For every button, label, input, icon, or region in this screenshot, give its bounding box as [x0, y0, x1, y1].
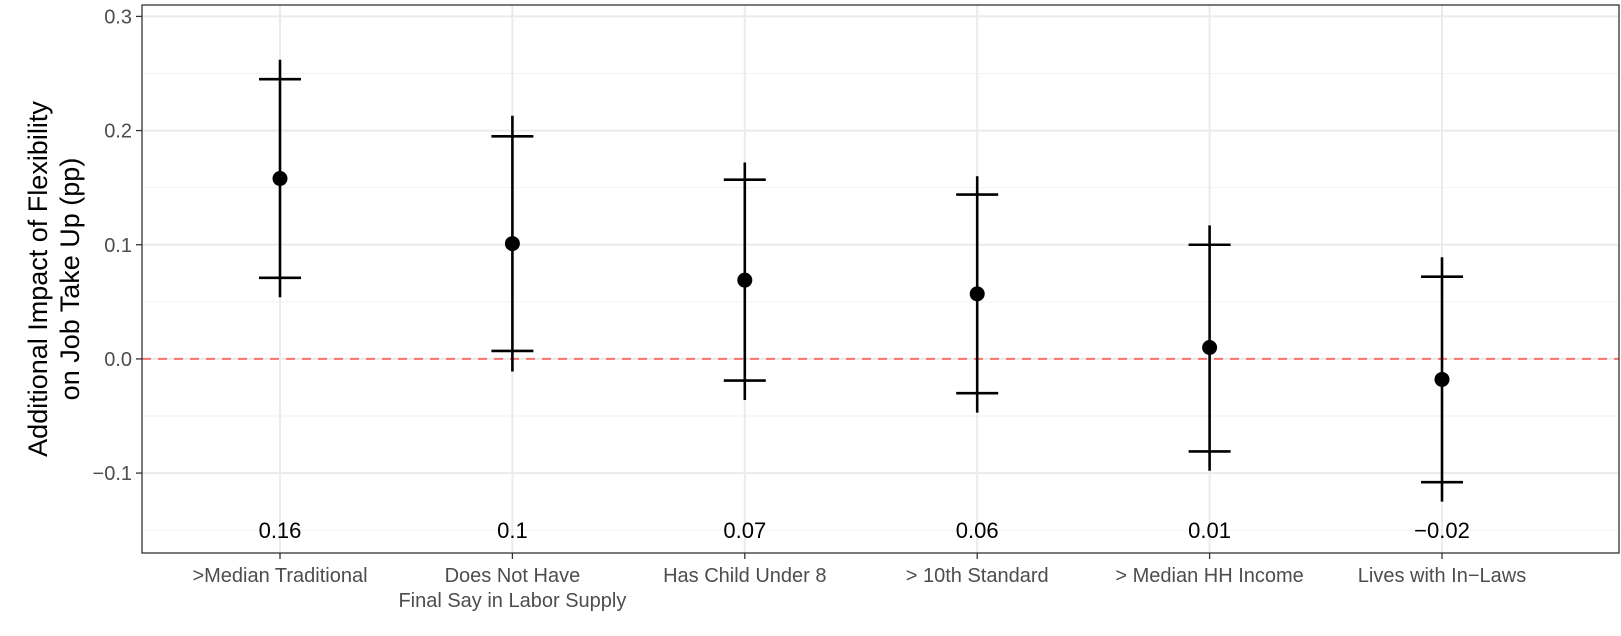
x-category-label: Lives with In−Laws — [1358, 565, 1526, 587]
x-category-label: Does Not Have Final Say in Labor Supply — [398, 565, 626, 612]
point-estimate — [737, 272, 753, 288]
x-category-label: > 10th Standard — [906, 565, 1049, 587]
y-tick-label: 0.0 — [104, 349, 132, 371]
estimate-value-label: 0.16 — [259, 518, 302, 543]
estimate-value-label: −0.02 — [1414, 518, 1470, 543]
point-estimate — [272, 171, 288, 187]
point-estimate — [969, 286, 985, 302]
y-axis: −0.1 0.0 0.1 0.2 0.3 — [93, 6, 142, 485]
point-estimate — [1202, 340, 1218, 355]
x-axis: >Median Traditional Does Not Have Final Sa… — [192, 553, 1526, 612]
y-axis-title: Additional Impact of Flexibilityon Job T… — [23, 101, 85, 457]
y-tick-label: 0.3 — [104, 6, 132, 28]
estimate-value-label: 0.06 — [956, 518, 999, 543]
point-estimate — [504, 236, 520, 252]
y-tick-label: 0.1 — [104, 235, 132, 257]
x-category-label: >Median Traditional — [192, 565, 367, 587]
estimate-value-label: 0.1 — [497, 518, 528, 543]
value-labels: 0.16 0.1 0.07 0.06 0.01 −0.02 — [259, 518, 1470, 543]
panel-border — [141, 4, 1620, 554]
x-category-label: > Median HH Income — [1115, 565, 1303, 587]
estimate-marks — [259, 59, 1463, 502]
y-tick-label: 0.2 — [104, 121, 132, 143]
estimate-value-label: 0.01 — [1188, 518, 1231, 543]
x-category-label: Has Child Under 8 — [663, 565, 826, 587]
estimate-value-label: 0.07 — [723, 518, 766, 543]
point-estimate — [1434, 371, 1450, 387]
y-tick-label: −0.1 — [93, 463, 132, 485]
